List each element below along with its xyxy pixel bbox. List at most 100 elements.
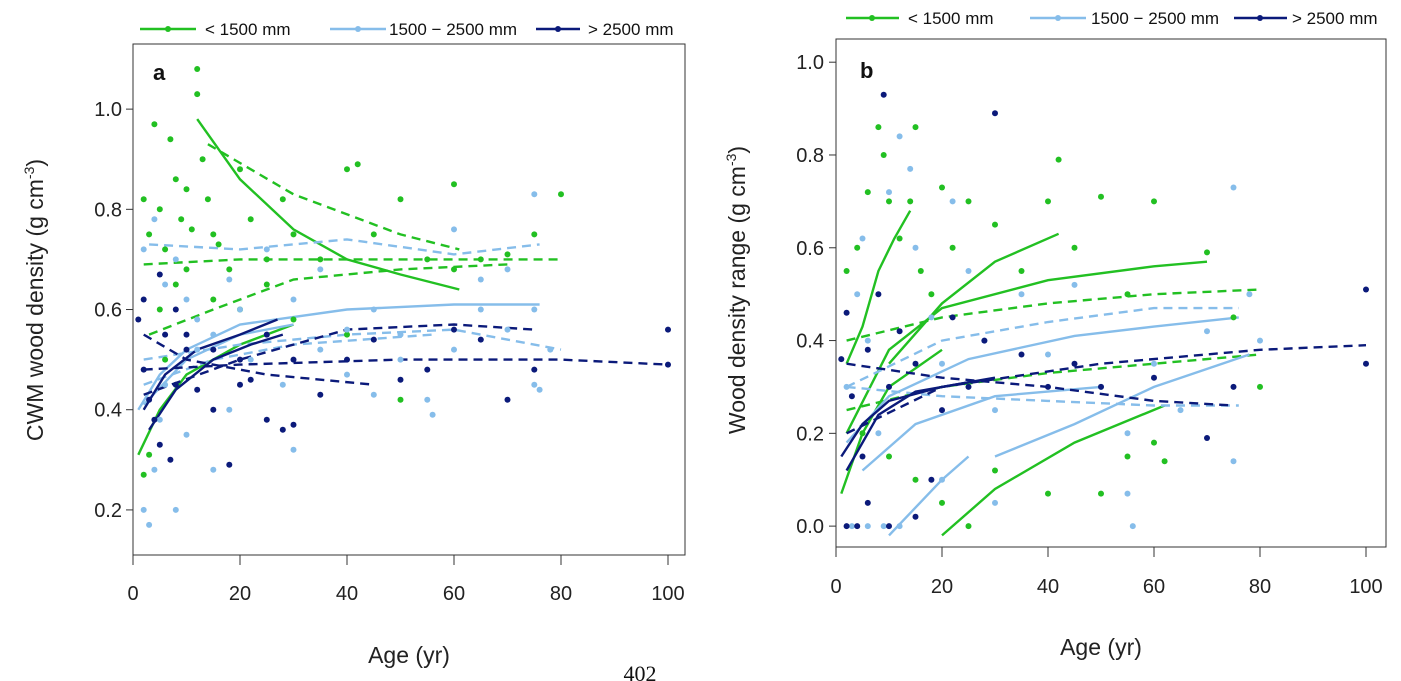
data-point-mid-a (279, 381, 286, 388)
legend-a-label-high: > 2500 mm (588, 20, 674, 39)
data-point-low-a (146, 231, 153, 238)
data-point-mid-b (848, 523, 855, 530)
data-point-high-b (1018, 351, 1025, 358)
data-point-low-a (140, 471, 147, 478)
data-point-low-a (237, 166, 243, 173)
data-point-high-a (210, 346, 217, 353)
data-point-low-b (1151, 198, 1157, 205)
data-point-low-a (156, 206, 163, 213)
data-point-mid-b (1257, 337, 1263, 344)
data-point-high-b (928, 476, 935, 483)
legend-b: < 1500 mm 1500 − 2500 mm > 2500 mm (846, 9, 1378, 28)
data-point-high-a (263, 331, 270, 338)
fit-line-low-b (846, 288, 1261, 342)
data-point-mid-b (886, 189, 892, 196)
data-point-mid-a (536, 386, 543, 393)
fit-line-low-b (845, 260, 1208, 434)
data-point-low-a (151, 121, 158, 128)
data-point-mid-a (370, 306, 377, 313)
data-point-low-a (279, 196, 286, 203)
data-point-low-a (183, 186, 190, 193)
data-point-mid-b (1018, 291, 1025, 298)
data-point-low-b (1045, 490, 1051, 497)
data-point-mid-a (547, 346, 554, 353)
data-point-high-b (981, 337, 988, 344)
data-point-low-a (226, 266, 233, 273)
data-point-mid-a (210, 331, 217, 338)
x-tick-label-a: 40 (336, 583, 358, 605)
data-point-high-a (477, 336, 484, 343)
data-point-low-a (451, 181, 457, 188)
data-point-high-a (146, 396, 153, 403)
data-point-low-b (912, 124, 919, 131)
fit-line-high-a (143, 358, 669, 371)
data-point-mid-a (397, 331, 404, 338)
fit-line-mid-b (845, 316, 1239, 444)
fit-line-high-a (148, 333, 284, 431)
data-point-high-b (992, 110, 998, 117)
y-tick-label-b: 0.0 (796, 516, 824, 538)
data-point-low-b (864, 189, 871, 196)
data-point-high-a (279, 426, 286, 433)
data-point-mid-a (477, 306, 484, 313)
fit-line-mid-a (149, 238, 540, 256)
data-point-high-b (843, 523, 850, 530)
data-point-low-a (188, 226, 195, 233)
data-point-low-b (1071, 244, 1078, 251)
data-point-low-a (263, 281, 270, 288)
data-point-high-a (183, 346, 190, 353)
data-point-mid-a (140, 246, 147, 253)
data-point-high-a (451, 326, 457, 333)
data-point-low-a (146, 451, 153, 458)
fit-line-mid-b (846, 385, 1239, 407)
x-tick-label-a: 60 (443, 583, 465, 605)
data-point-mid-a (344, 371, 350, 378)
data-point-low-b (965, 523, 972, 530)
data-point-low-b (1230, 314, 1237, 321)
x-axis-b: 0 20 40 60 80 100 (830, 546, 1383, 598)
data-point-high-a (167, 456, 174, 463)
y-tick-label-b: 0.2 (796, 423, 824, 445)
data-point-mid-a (317, 266, 324, 273)
data-point-mid-b (992, 407, 998, 414)
data-point-mid-b (843, 383, 850, 390)
data-point-low-a (172, 281, 179, 288)
x-tick-label-b: 100 (1349, 576, 1382, 598)
data-point-high-b (896, 328, 903, 335)
data-point-low-b (896, 235, 903, 242)
data-point-high-a (183, 331, 190, 338)
data-point-mid-a (183, 296, 190, 303)
data-point-low-a (290, 316, 297, 323)
data-point-high-a (172, 381, 179, 388)
data-point-high-b (1045, 383, 1051, 390)
data-point-low-a (156, 306, 163, 313)
data-point-high-b (848, 393, 855, 400)
data-point-low-a (558, 191, 564, 198)
data-point-mid-a (194, 346, 201, 353)
data-point-high-b (859, 453, 866, 460)
data-point-mid-a (344, 326, 350, 333)
data-point-high-b (886, 523, 892, 530)
data-point-high-a (247, 376, 254, 383)
legend-a-dot-low (165, 26, 171, 32)
data-point-mid-b (1204, 328, 1210, 335)
legend-a-label-low: < 1500 mm (205, 20, 291, 39)
data-point-high-a (397, 376, 404, 383)
y-tick-label-a: 0.6 (94, 300, 122, 322)
data-point-low-b (1018, 268, 1025, 274)
x-tick-label-b: 20 (931, 576, 953, 598)
data-point-low-b (1124, 291, 1131, 298)
fit-line-mid-b (861, 385, 1102, 472)
fit-line-low-a (196, 118, 460, 291)
data-point-low-a (344, 331, 350, 338)
data-point-low-b (1045, 198, 1051, 205)
data-point-low-b (907, 198, 914, 205)
data-point-mid-b (1230, 184, 1237, 191)
data-point-high-a (135, 316, 142, 323)
data-point-low-a (247, 216, 254, 223)
data-point-high-a (226, 461, 233, 468)
fit-line-low-b (941, 404, 1166, 537)
data-point-mid-a (504, 266, 511, 273)
data-point-low-a (370, 231, 377, 238)
data-point-high-a (151, 416, 158, 423)
